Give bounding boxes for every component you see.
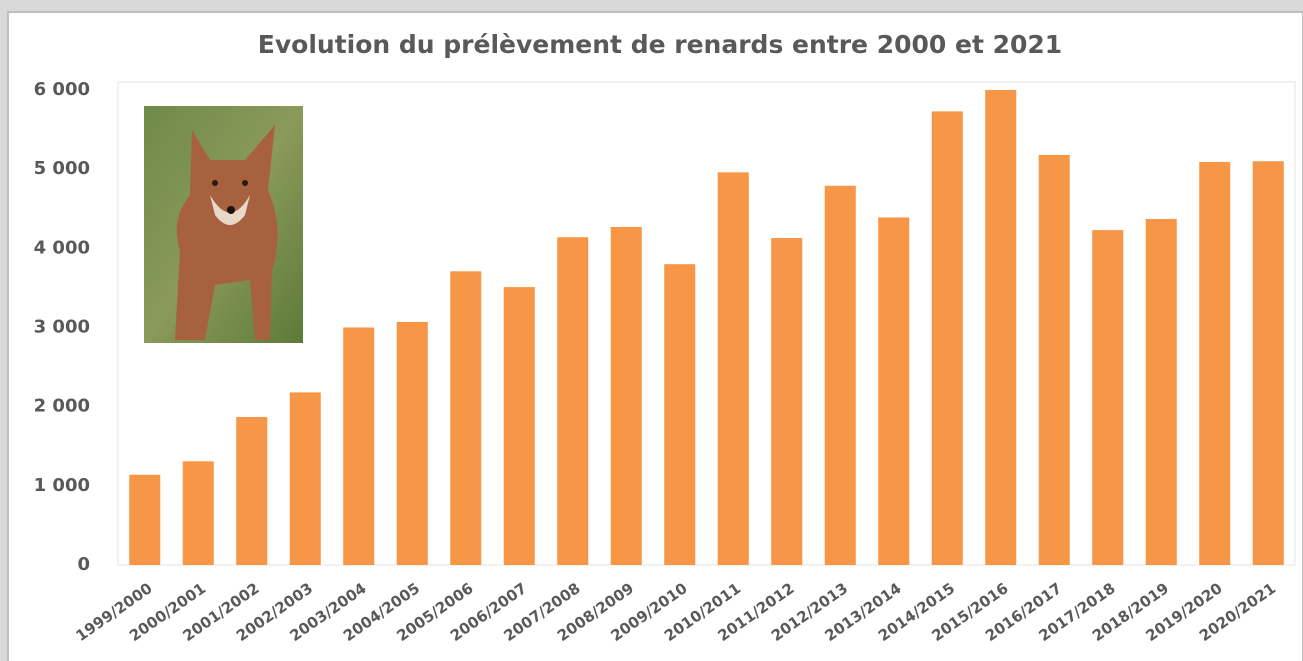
y-tick-label: 5 000 xyxy=(34,158,90,179)
chart-title: Evolution du prélèvement de renards entr… xyxy=(258,30,1062,59)
y-tick-label: 1 000 xyxy=(34,475,90,496)
bar xyxy=(503,287,535,565)
bar xyxy=(771,238,803,565)
bar xyxy=(985,90,1017,565)
bar xyxy=(343,327,375,565)
bar xyxy=(1038,154,1070,565)
bar xyxy=(557,237,589,565)
y-tick-label: 4 000 xyxy=(34,237,90,258)
y-tick-label: 3 000 xyxy=(34,317,90,338)
bar xyxy=(931,111,963,565)
bar xyxy=(664,264,696,565)
bar xyxy=(717,172,749,566)
bar xyxy=(1199,162,1231,565)
bar xyxy=(236,416,268,565)
y-tick-label: 2 000 xyxy=(34,396,90,417)
bar xyxy=(824,185,856,565)
y-tick-label: 0 xyxy=(77,554,90,575)
bar xyxy=(610,226,642,566)
bar xyxy=(450,271,482,565)
bar xyxy=(1252,161,1284,565)
bar xyxy=(878,217,910,566)
plot-area xyxy=(117,81,1296,566)
bar xyxy=(289,392,321,565)
bar xyxy=(182,461,214,565)
y-tick-label: 6 000 xyxy=(34,79,90,100)
bar xyxy=(129,474,161,565)
bar xyxy=(396,321,428,565)
fox-photo xyxy=(144,106,303,343)
bar xyxy=(1145,219,1177,565)
bar xyxy=(1092,230,1124,565)
